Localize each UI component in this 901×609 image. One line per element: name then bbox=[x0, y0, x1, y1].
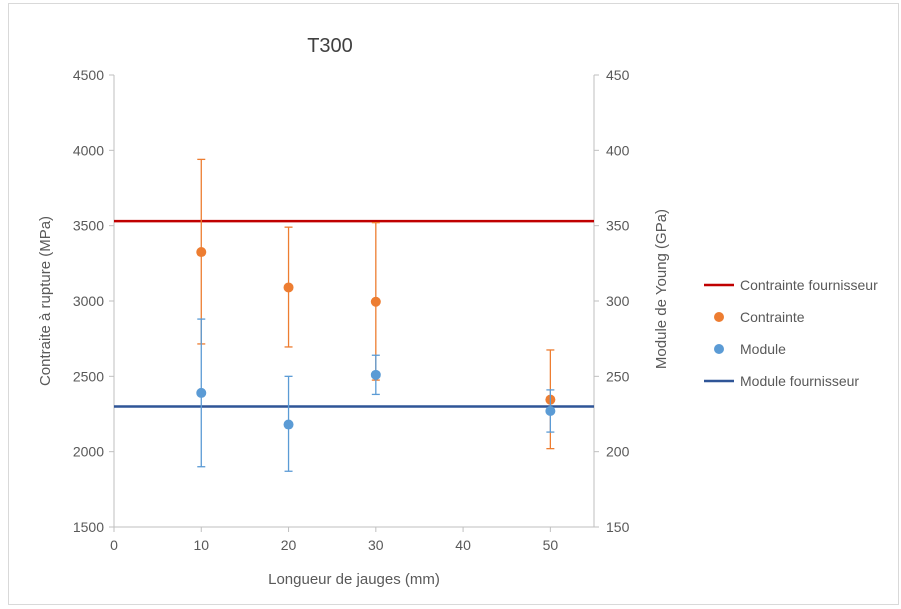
right-y-tick-label: 300 bbox=[606, 293, 630, 309]
data-point bbox=[545, 405, 556, 416]
legend-label: Module bbox=[740, 341, 786, 357]
legend: Contrainte fournisseur Contrainte Module Mo… bbox=[704, 277, 878, 389]
right-y-axis-title: Module de Young (GPa) bbox=[653, 209, 670, 369]
x-tick-label: 10 bbox=[193, 537, 209, 553]
x-axis-title: Longueur de jauges (mm) bbox=[268, 571, 440, 588]
chart-title: T300 bbox=[307, 35, 353, 57]
legend-label: Contrainte fournisseur bbox=[740, 277, 878, 293]
x-tick-label: 50 bbox=[543, 537, 559, 553]
legend-marker-swatch bbox=[714, 312, 724, 322]
right-y-tick-label: 200 bbox=[606, 444, 630, 460]
right-y-tick-label: 350 bbox=[606, 218, 630, 234]
left-y-tick-label: 2000 bbox=[73, 444, 104, 460]
left-y-tick-label: 3000 bbox=[73, 293, 104, 309]
legend-marker-swatch bbox=[714, 344, 724, 354]
data-point bbox=[196, 247, 207, 258]
x-tick-label: 30 bbox=[368, 537, 384, 553]
chart-area: T300 1500 2000 2500 3000 3500 4000 4500 150 200 2… bbox=[8, 3, 899, 605]
data-point bbox=[196, 387, 207, 398]
data-point bbox=[370, 296, 381, 307]
legend-label: Module fournisseur bbox=[740, 373, 859, 389]
left-y-axis-title: Contraite à rupture (MPa) bbox=[37, 216, 54, 386]
data-point bbox=[283, 419, 294, 430]
left-y-tick-label: 2500 bbox=[73, 368, 104, 384]
right-y-tick-label: 450 bbox=[606, 67, 630, 83]
right-y-tick-label: 150 bbox=[606, 519, 630, 535]
left-y-tick-label: 4000 bbox=[73, 142, 104, 158]
data-point bbox=[370, 369, 381, 380]
x-tick-label: 20 bbox=[281, 537, 297, 553]
left-y-tick-label: 1500 bbox=[73, 519, 104, 535]
chart-canvas: T300 15002000250030003500400045001502002… bbox=[37, 35, 878, 588]
data-point bbox=[283, 282, 294, 293]
x-tick-label: 40 bbox=[455, 537, 471, 553]
right-y-tick-label: 400 bbox=[606, 142, 630, 158]
legend-label: Contrainte bbox=[740, 309, 805, 325]
x-tick-label: 0 bbox=[110, 537, 118, 553]
left-y-tick-label: 4500 bbox=[73, 67, 104, 83]
left-y-tick-label: 3500 bbox=[73, 218, 104, 234]
right-y-tick-label: 250 bbox=[606, 368, 630, 384]
